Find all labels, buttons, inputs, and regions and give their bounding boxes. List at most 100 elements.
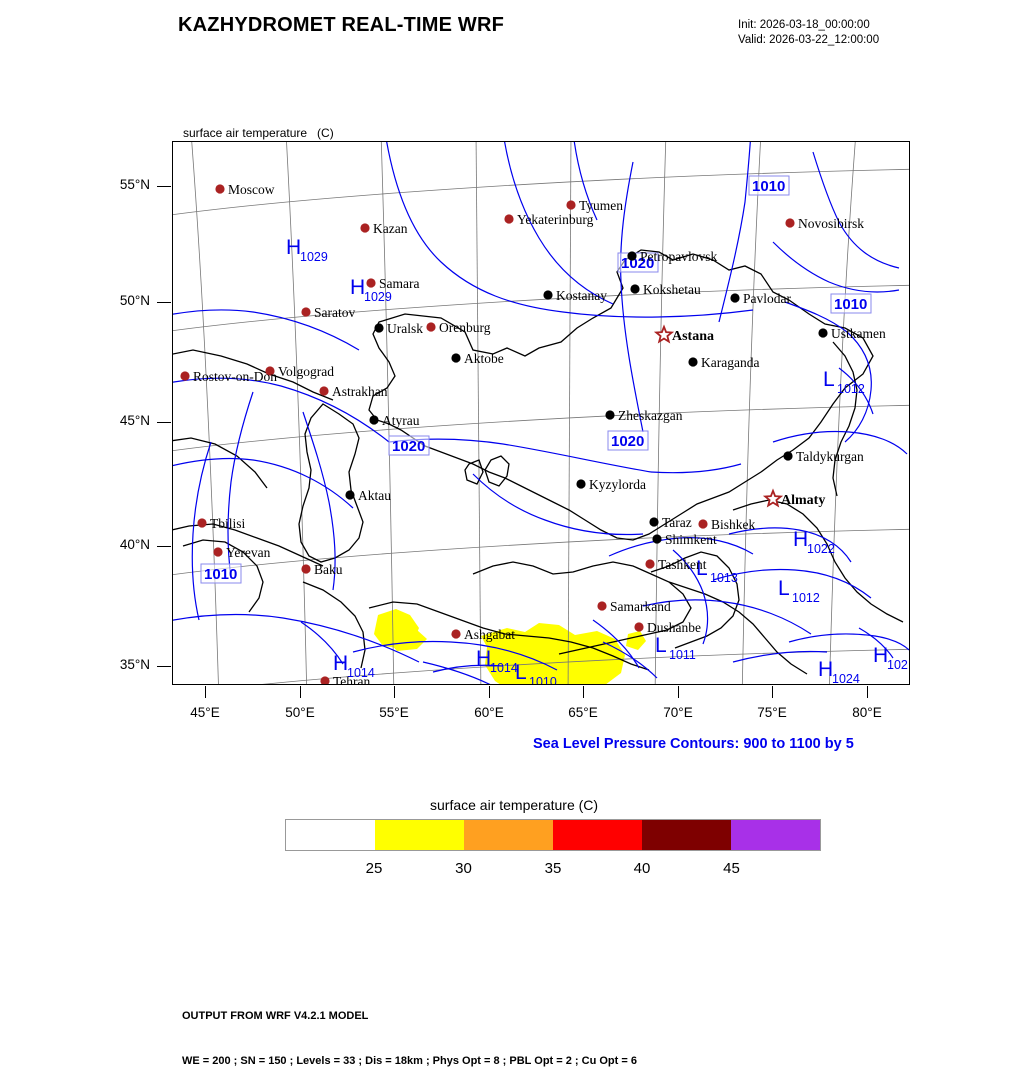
city-marker[interactable]: Samarkand	[597, 599, 671, 614]
city-marker[interactable]: Astana	[653, 324, 714, 344]
contour-label-box	[200, 563, 242, 584]
city-marker[interactable]: Pavlodar	[730, 291, 791, 306]
city-marker[interactable]: Uralsk	[374, 321, 423, 336]
city-marker[interactable]: Aktau	[345, 488, 391, 503]
pressure-center-value: 1029	[364, 290, 392, 304]
city-marker[interactable]: Baku	[301, 562, 343, 577]
city-dot-icon	[730, 293, 740, 303]
city-marker[interactable]: Petropavlovsk	[627, 249, 717, 264]
latitude-tick-label: 45°N	[119, 413, 150, 428]
colorbar-ticks: 25 30 35 40 45	[285, 860, 821, 880]
city-dot-icon	[783, 451, 793, 461]
footer-line-1: OUTPUT FROM WRF V4.2.1 MODEL	[182, 1010, 369, 1022]
latitude-tick-label: 55°N	[119, 177, 150, 192]
city-dot-icon	[360, 223, 370, 233]
city-marker[interactable]: Rostov-on-Don	[180, 369, 277, 384]
pressure-center-letter: H	[818, 658, 833, 681]
latitude-tick-label: 35°N	[119, 657, 150, 672]
city-marker[interactable]: Karaganda	[688, 355, 759, 370]
city-marker[interactable]: Tashkent	[645, 557, 707, 572]
city-marker[interactable]: Yekaterinburg	[504, 212, 594, 227]
contour-label-box	[607, 430, 649, 451]
city-dot-icon	[645, 559, 655, 569]
contour-label-text: 1010	[204, 566, 237, 583]
contour-label-text: 1020	[611, 433, 644, 450]
pressure-center-letter: H	[793, 528, 808, 551]
footer-line-2: WE = 200 ; SN = 150 ; Levels = 33 ; Dis …	[182, 1055, 637, 1067]
city-label: Shimkent	[665, 532, 717, 547]
city-dot-icon	[369, 415, 379, 425]
city-marker[interactable]: Atyrau	[369, 413, 420, 428]
city-label: Uralsk	[387, 321, 423, 336]
pressure-center-letter: H	[333, 652, 348, 675]
city-dot-icon	[366, 278, 376, 288]
colorbar-segment	[553, 820, 642, 850]
city-label: Samara	[379, 276, 419, 291]
city-marker[interactable]: Kostanay	[543, 288, 607, 303]
city-label: Karaganda	[701, 355, 759, 370]
city-marker[interactable]: Tehran	[320, 674, 371, 684]
contour-label-box	[388, 435, 430, 456]
city-marker[interactable]: Tbilisi	[197, 516, 246, 531]
city-marker[interactable]: Aktobe	[451, 351, 504, 366]
city-marker[interactable]: Ashgabat	[451, 627, 515, 642]
pressure-center-value: 1013	[710, 571, 738, 585]
map-panel[interactable]: 1010 1020 1010 1020 1020 1010 H 1029 H 1029 H 1022…	[172, 141, 910, 685]
latitude-tick-label: 50°N	[119, 293, 150, 308]
field-label-temperature: surface air temperature (C)	[183, 126, 334, 140]
city-marker[interactable]: Dushanbe	[634, 620, 701, 635]
city-marker[interactable]: Volgograd	[265, 364, 334, 379]
city-dot-icon	[197, 518, 207, 528]
city-marker[interactable]: Kokshetau	[630, 282, 701, 297]
capital-star-icon	[762, 488, 784, 508]
colorbar-segment	[375, 820, 464, 850]
city-dot-icon	[597, 601, 607, 611]
city-marker[interactable]: Almaty	[762, 488, 825, 508]
pressure-center-letter: L	[655, 634, 667, 657]
pressure-center-value: 1012	[837, 382, 865, 396]
city-marker[interactable]: Tyumen	[566, 198, 623, 213]
longitude-tick-label: 50°E	[285, 705, 315, 720]
city-dot-icon	[180, 371, 190, 381]
longitude-tick-label: 70°E	[663, 705, 693, 720]
contour-value-label: 1010	[200, 563, 242, 584]
city-label: Kyzylorda	[589, 477, 646, 492]
city-marker[interactable]: Astrakhan	[319, 384, 388, 399]
city-marker[interactable]: Shimkent	[652, 532, 717, 547]
colorbar-segment	[642, 820, 731, 850]
city-marker[interactable]: Bishkek	[698, 517, 756, 532]
city-label: Tbilisi	[210, 516, 246, 531]
city-marker[interactable]: Novosibirsk	[785, 216, 864, 231]
city-label: Tyumen	[579, 198, 623, 213]
city-dot-icon	[374, 323, 384, 333]
city-marker[interactable]: Zheskazgan	[605, 408, 683, 423]
city-dot-icon	[785, 218, 795, 228]
pressure-center-value: 102	[887, 658, 908, 672]
city-marker[interactable]: Orenburg	[426, 320, 491, 335]
city-marker[interactable]: Ustkamen	[818, 326, 886, 341]
init-time: Init: 2026-03-18_00:00:00	[738, 19, 870, 31]
city-label: Dushanbe	[647, 620, 701, 635]
city-marker[interactable]: Taraz	[649, 515, 692, 530]
valid-time: Valid: 2026-03-22_12:00:00	[738, 34, 880, 46]
city-dot-icon	[504, 214, 514, 224]
city-marker[interactable]: Saratov	[301, 305, 355, 320]
city-marker[interactable]: Taldykurgan	[783, 449, 864, 464]
pressure-center-letter: L	[778, 577, 790, 600]
city-marker[interactable]: Kyzylorda	[576, 477, 646, 492]
longitude-tick-label: 65°E	[568, 705, 598, 720]
city-label: Yekaterinburg	[517, 212, 594, 227]
city-marker[interactable]: Kazan	[360, 221, 408, 236]
latitude-tick-mark	[157, 666, 171, 668]
city-marker[interactable]: Samara	[366, 276, 419, 291]
city-marker[interactable]: Moscow	[215, 182, 275, 197]
city-label: Samarkand	[610, 599, 671, 614]
longitude-tick-mark	[205, 686, 207, 698]
city-marker[interactable]: Yerevan	[213, 545, 271, 560]
